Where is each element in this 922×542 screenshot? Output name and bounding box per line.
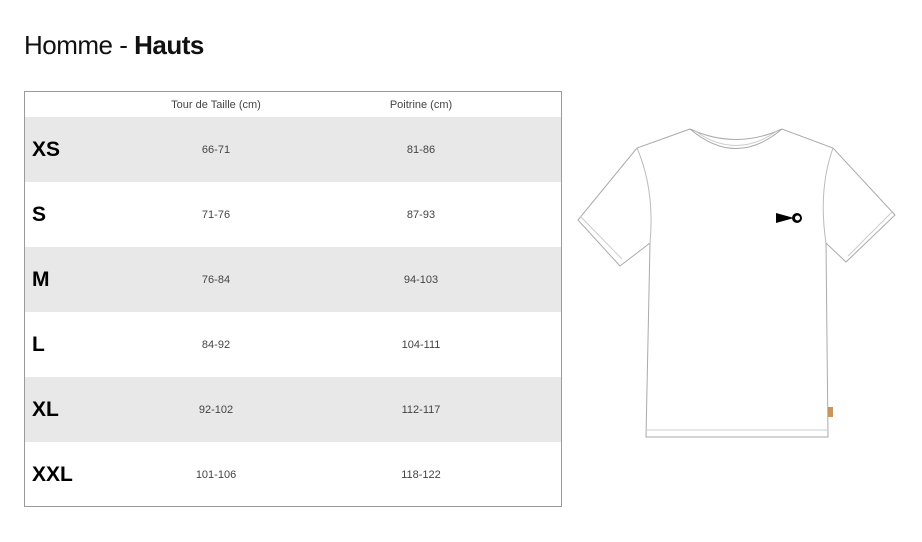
chest-value: 81-86 [406, 143, 436, 156]
size-label: XL [32, 397, 59, 421]
waist-value: 92-102 [198, 403, 234, 416]
table-row: L 84-92 104-111 [25, 312, 561, 377]
waist-value: 76-84 [201, 273, 231, 286]
table-row: XL 92-102 112-117 [25, 377, 561, 442]
t-shirt-illustration [577, 128, 896, 438]
header-chest: Poitrine (cm) [389, 98, 453, 111]
page-title: Homme - Hauts [24, 30, 204, 61]
table-row: XXL 101-106 118-122 [25, 442, 561, 507]
size-label: XS [32, 137, 61, 161]
title-prefix: Homme - [24, 30, 135, 60]
waist-value: 71-76 [201, 208, 231, 221]
logo-icon [776, 213, 802, 223]
size-label: XXL [32, 462, 73, 486]
header-waist: Tour de Taille (cm) [171, 98, 261, 111]
chest-value: 104-111 [401, 338, 441, 351]
table-header: Tour de Taille (cm) Poitrine (cm) [25, 92, 561, 117]
size-chart-table: Tour de Taille (cm) Poitrine (cm) XS 66-… [24, 91, 562, 507]
table-row: XS 66-71 81-86 [25, 117, 561, 182]
chest-value: 87-93 [406, 208, 436, 221]
chest-value: 118-122 [401, 468, 441, 481]
chest-value: 112-117 [401, 403, 441, 416]
table-row: M 76-84 94-103 [25, 247, 561, 312]
size-label: M [32, 267, 50, 291]
waist-value: 84-92 [201, 338, 231, 351]
chest-value: 94-103 [403, 273, 439, 286]
title-bold: Hauts [134, 30, 204, 60]
size-label: S [32, 202, 47, 226]
waist-value: 101-106 [195, 468, 237, 481]
table-row: S 71-76 87-93 [25, 182, 561, 247]
waist-value: 66-71 [201, 143, 231, 156]
size-label: L [32, 332, 45, 356]
tag-icon [828, 407, 833, 417]
